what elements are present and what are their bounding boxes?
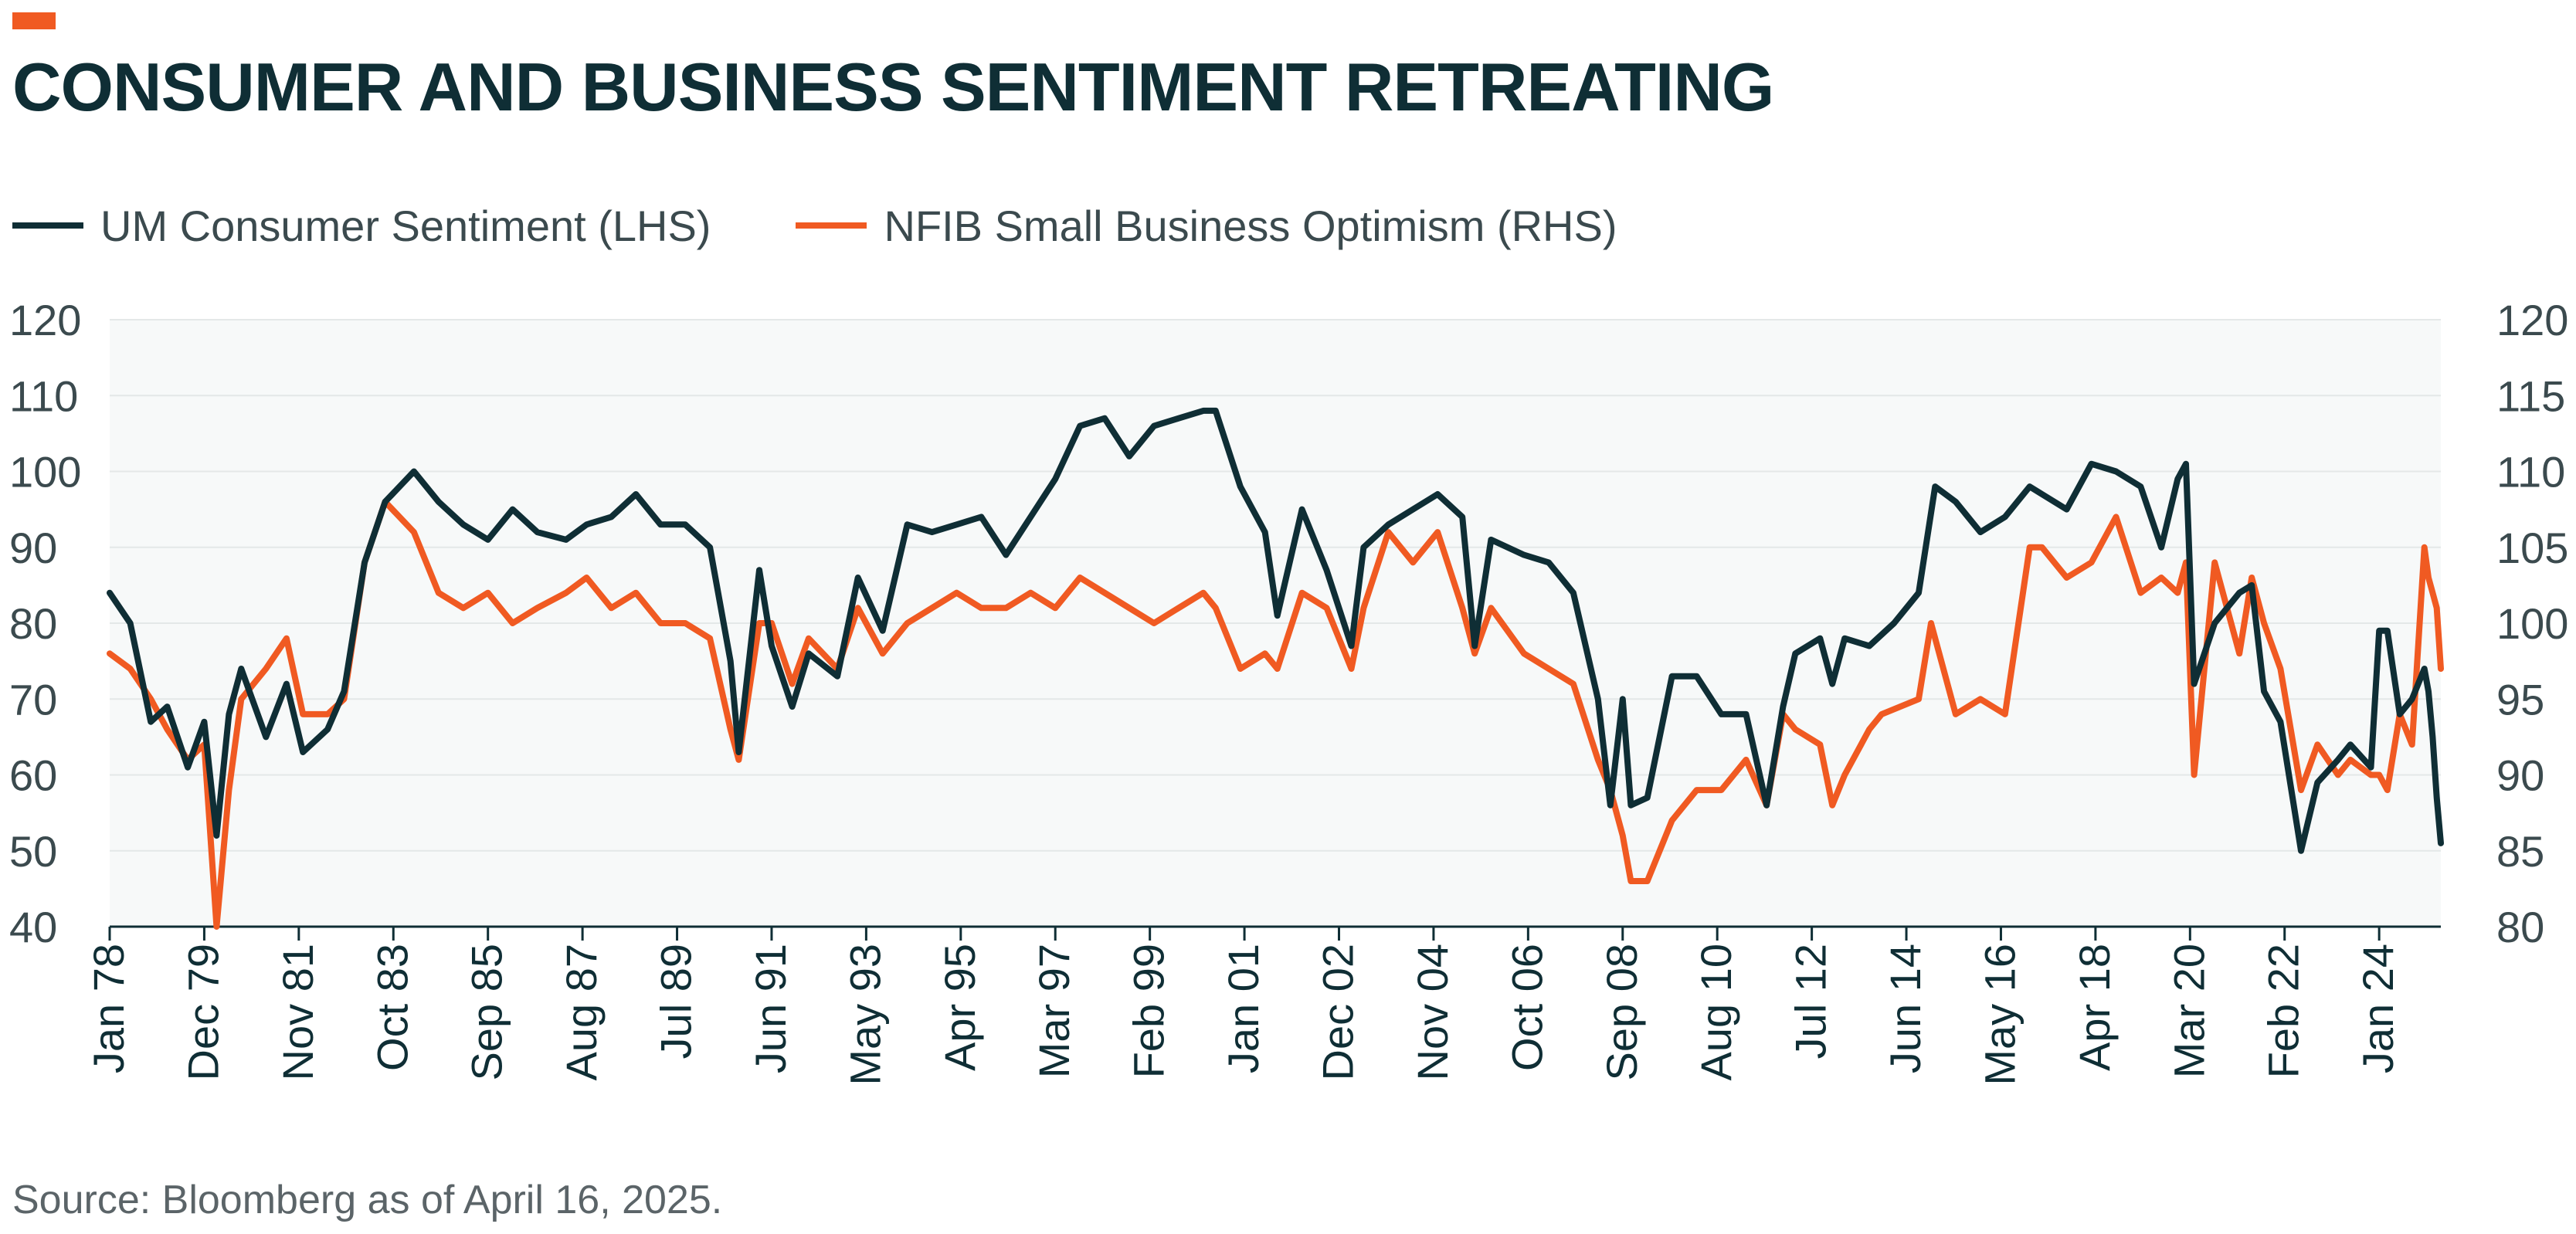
x-tick-label: Jan 24 — [2354, 944, 2402, 1073]
x-tick-label: Apr 95 — [935, 944, 984, 1071]
x-tick-label: Aug 87 — [557, 944, 606, 1081]
legend-swatch-consumer — [12, 222, 83, 229]
legend-item-consumer: UM Consumer Sentiment (LHS) — [12, 201, 711, 251]
right-tick-label: 90 — [2496, 751, 2544, 800]
x-tick-label: Oct 83 — [368, 944, 416, 1071]
legend-item-business: NFIB Small Business Optimism (RHS) — [796, 201, 1617, 251]
legend-swatch-business — [796, 222, 867, 229]
x-tick-label: Feb 99 — [1125, 944, 1173, 1078]
right-tick-label: 100 — [2496, 599, 2568, 648]
x-axis: Jan 78 Dec 79 Nov 81 Oct 83 Sep 85 Aug 87 Jul … — [84, 925, 2441, 1086]
x-tick-label: Apr 18 — [2070, 944, 2119, 1071]
right-tick-label: 110 — [2496, 448, 2565, 497]
right-tick-label: 120 — [2496, 296, 2568, 344]
x-tick-label: Mar 97 — [1030, 944, 1078, 1078]
left-tick-label: 100 — [9, 448, 81, 497]
x-tick-label: Jan 01 — [1219, 944, 1268, 1073]
right-tick-label: 115 — [2496, 371, 2565, 420]
x-tick-label: Aug 10 — [1692, 944, 1740, 1081]
left-tick-label: 40 — [9, 903, 57, 951]
x-tick-label: Nov 04 — [1408, 944, 1457, 1080]
right-axis: 80 85 90 95 100 105 110 115 120 — [2496, 296, 2568, 951]
accent-bar — [12, 12, 56, 29]
x-tick-label: Dec 02 — [1314, 944, 1363, 1080]
x-tick-label: Nov 81 — [273, 944, 322, 1080]
left-tick-label: 70 — [9, 675, 57, 724]
legend-label-business: NFIB Small Business Optimism (RHS) — [884, 201, 1617, 250]
x-tick-label: Jan 78 — [84, 944, 133, 1073]
right-tick-label: 80 — [2496, 903, 2544, 951]
left-tick-label: 110 — [9, 371, 78, 420]
x-tick-label: Feb 22 — [2259, 944, 2308, 1078]
source-note: Source: Bloomberg as of April 16, 2025. — [12, 1178, 723, 1222]
right-tick-label: 95 — [2496, 675, 2544, 724]
legend: UM Consumer Sentiment (LHS) NFIB Small B… — [12, 195, 1702, 256]
chart-title: CONSUMER AND BUSINESS SENTIMENT RETREATI… — [12, 49, 1774, 125]
left-tick-label: 60 — [9, 751, 57, 800]
left-tick-label: 80 — [9, 599, 57, 648]
x-tick-label: Jun 14 — [1881, 944, 1929, 1073]
x-tick-label: Dec 79 — [178, 944, 227, 1080]
right-tick-label: 105 — [2496, 524, 2568, 572]
x-tick-label: Jun 91 — [746, 944, 795, 1073]
left-tick-label: 90 — [9, 524, 57, 572]
x-tick-label: May 93 — [840, 944, 889, 1086]
x-tick-label: Sep 08 — [1597, 944, 1646, 1081]
legend-label-consumer: UM Consumer Sentiment (LHS) — [100, 201, 711, 250]
x-tick-label: Oct 06 — [1502, 944, 1551, 1071]
x-tick-label: Jul 12 — [1787, 944, 1835, 1059]
x-tick-label: Jul 89 — [652, 944, 701, 1059]
series-line-business — [107, 498, 2444, 930]
right-tick-label: 85 — [2496, 827, 2544, 876]
series-line-consumer — [107, 407, 2444, 854]
left-tick-label: 50 — [9, 827, 57, 876]
left-tick-label: 120 — [9, 296, 81, 344]
x-tick-label: Mar 20 — [2164, 944, 2213, 1078]
x-tick-label: Sep 85 — [463, 944, 511, 1081]
x-tick-label: May 16 — [1975, 944, 2024, 1086]
left-axis: 40 50 60 70 80 90 100 110 120 — [9, 296, 81, 951]
